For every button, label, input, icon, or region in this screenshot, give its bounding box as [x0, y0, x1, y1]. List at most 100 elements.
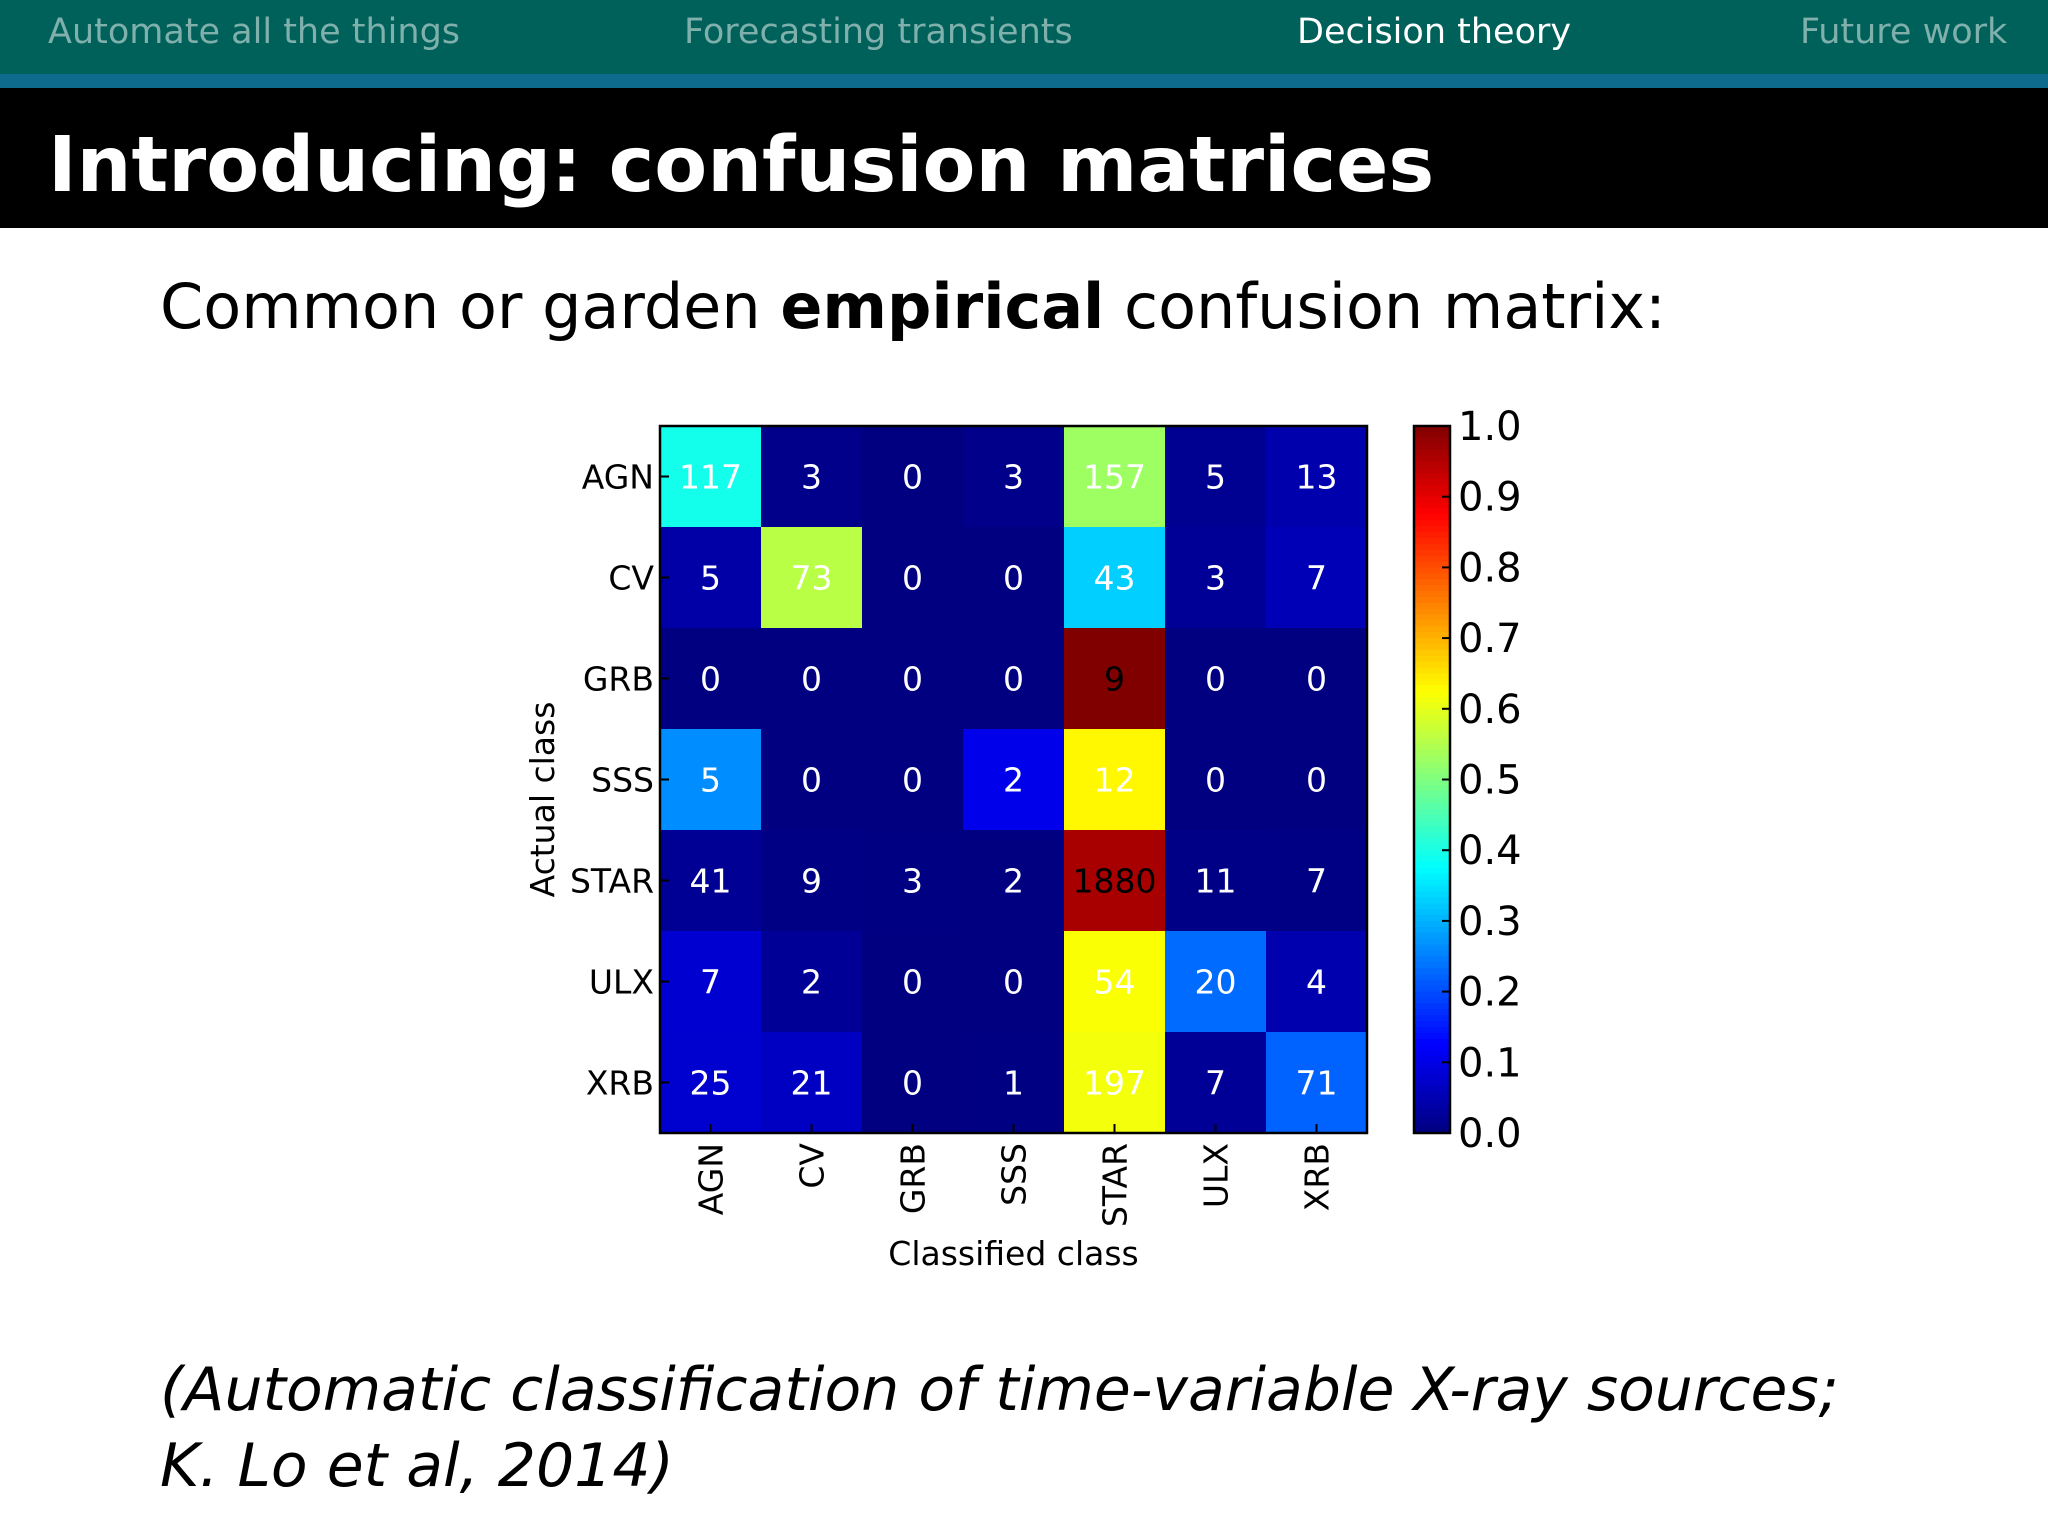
colorbar-segment — [1414, 608, 1450, 616]
colorbar-segment — [1414, 973, 1450, 981]
cell-sss-sss — [963, 729, 1065, 831]
slide-title: Introducing: confusion matrices — [48, 121, 1435, 210]
nav-item-automate[interactable]: Automate all the things — [48, 12, 461, 52]
y-tick-label: GRB — [583, 660, 654, 699]
cell-agn-xrb — [1266, 426, 1368, 528]
cell-value: 41 — [690, 862, 732, 901]
colorbar-segment — [1414, 1026, 1450, 1034]
top-navigation: Automate all the things Forecasting tran… — [0, 0, 2048, 74]
cell-grb-sss — [963, 628, 1065, 730]
colorbar-segment — [1414, 697, 1450, 704]
cell-value: 73 — [791, 559, 833, 598]
colorbar-segment — [1414, 903, 1450, 910]
cell-star-ulx — [1165, 830, 1267, 932]
colorbar-segment — [1414, 873, 1450, 881]
cell-value: 0 — [1003, 559, 1024, 598]
colorbar-segment — [1414, 732, 1450, 739]
colorbar-segment — [1414, 750, 1450, 757]
y-tick-label: AGN — [582, 458, 654, 497]
colorbar-segment — [1414, 738, 1450, 745]
cell-xrb-cv — [761, 1032, 863, 1134]
colorbar-segment — [1414, 808, 1450, 816]
citation-line-2: K. Lo et al, 2014) — [160, 1431, 674, 1501]
cell-sss-grb — [862, 729, 964, 831]
colorbar-segment — [1414, 1032, 1450, 1040]
colorbar-segment — [1414, 1038, 1450, 1046]
cell-sss-star — [1064, 729, 1166, 831]
cell-ulx-grb — [862, 931, 964, 1033]
cell-sss-agn — [660, 729, 762, 831]
colorbar-segment — [1414, 549, 1450, 557]
colorbar: 0.0 0.1 0.2 0.3 0.4 0.5 0.6 0.7 0.8 0.9 1.0 — [1412, 404, 1522, 1157]
cell-agn-ulx — [1165, 426, 1267, 528]
colorbar-segment — [1414, 950, 1450, 957]
cell-xrb-star — [1064, 1032, 1166, 1134]
colorbar-segment — [1414, 1056, 1450, 1063]
cell-xrb-xrb — [1266, 1032, 1368, 1134]
colorbar-segment — [1414, 997, 1450, 1004]
colorbar-segment — [1414, 1109, 1450, 1116]
colorbar-segment — [1414, 991, 1450, 999]
colorbar-segment — [1414, 779, 1450, 786]
colorbar-segment — [1414, 797, 1450, 804]
x-tick-label: STAR — [1096, 1143, 1135, 1227]
colorbar-tick-label: 0.1 — [1458, 1040, 1522, 1086]
cell-cv-grb — [862, 527, 964, 629]
cell-value: 0 — [902, 660, 923, 699]
colorbar-segment — [1414, 726, 1450, 733]
colorbar-segment — [1414, 938, 1450, 946]
cell-value: 3 — [801, 458, 822, 497]
colorbar-segment — [1414, 1085, 1450, 1093]
cell-value: 11 — [1195, 862, 1237, 901]
colorbar-segment — [1414, 867, 1450, 875]
cell-ulx-ulx — [1165, 931, 1267, 1033]
cell-value: 0 — [1205, 761, 1226, 800]
cell-star-xrb — [1266, 830, 1368, 932]
cell-star-grb — [862, 830, 964, 932]
x-tick-label: XRB — [1298, 1143, 1337, 1211]
cell-cv-sss — [963, 527, 1065, 629]
colorbar-segment — [1414, 850, 1450, 857]
cell-ulx-sss — [963, 931, 1065, 1033]
colorbar-segment — [1414, 985, 1450, 993]
nav-item-future-work[interactable]: Future work — [1800, 12, 2008, 52]
colorbar-segment — [1414, 585, 1450, 592]
colorbar-segment — [1414, 1091, 1450, 1099]
colorbar-segment — [1414, 1062, 1450, 1069]
colorbar-segment — [1414, 685, 1450, 692]
cell-sss-ulx — [1165, 729, 1267, 831]
colorbar-tick-label: 0.2 — [1458, 970, 1522, 1016]
cell-star-cv — [761, 830, 863, 932]
cell-value: 3 — [1205, 559, 1226, 598]
cell-xrb-agn — [660, 1032, 762, 1134]
colorbar-segment — [1414, 579, 1450, 586]
citation-line-1: (Automatic classification of time-variab… — [160, 1355, 1839, 1425]
x-tick-label: ULX — [1197, 1143, 1236, 1208]
colorbar-segment — [1414, 490, 1450, 498]
colorbar-segment — [1414, 573, 1450, 580]
heatmap-cell-labels: 117 3 0 3 157 5 135 73 0 0 43 3 70 0 0 0 9 0 05 0 0 2 12 0 041 9 3… — [679, 458, 1338, 1103]
y-axis-label: Actual class — [523, 702, 562, 898]
cell-grb-xrb — [1266, 628, 1368, 730]
cell-grb-agn — [660, 628, 762, 730]
cell-value: 0 — [902, 559, 923, 598]
nav-item-decision-theory[interactable]: Decision theory — [1297, 12, 1572, 52]
cell-value: 0 — [902, 963, 923, 1002]
colorbar-tick-label: 0.7 — [1458, 616, 1522, 662]
colorbar-segment — [1414, 1015, 1450, 1022]
heatmap-cells — [660, 426, 1368, 1134]
cell-xrb-sss — [963, 1032, 1065, 1134]
cell-value: 0 — [902, 1064, 923, 1103]
colorbar-segment — [1414, 1044, 1450, 1052]
cell-value: 1 — [1003, 1064, 1024, 1103]
lead-text-bold: empirical — [780, 270, 1105, 343]
cell-value: 5 — [700, 761, 721, 800]
accent-bar — [0, 74, 2048, 88]
nav-item-forecasting[interactable]: Forecasting transients — [684, 12, 1073, 52]
colorbar-segment — [1414, 620, 1450, 627]
cell-grb-grb — [862, 628, 964, 730]
colorbar-segment — [1414, 1050, 1450, 1058]
y-tick-label: SSS — [591, 761, 654, 800]
colorbar-segment — [1414, 803, 1450, 810]
